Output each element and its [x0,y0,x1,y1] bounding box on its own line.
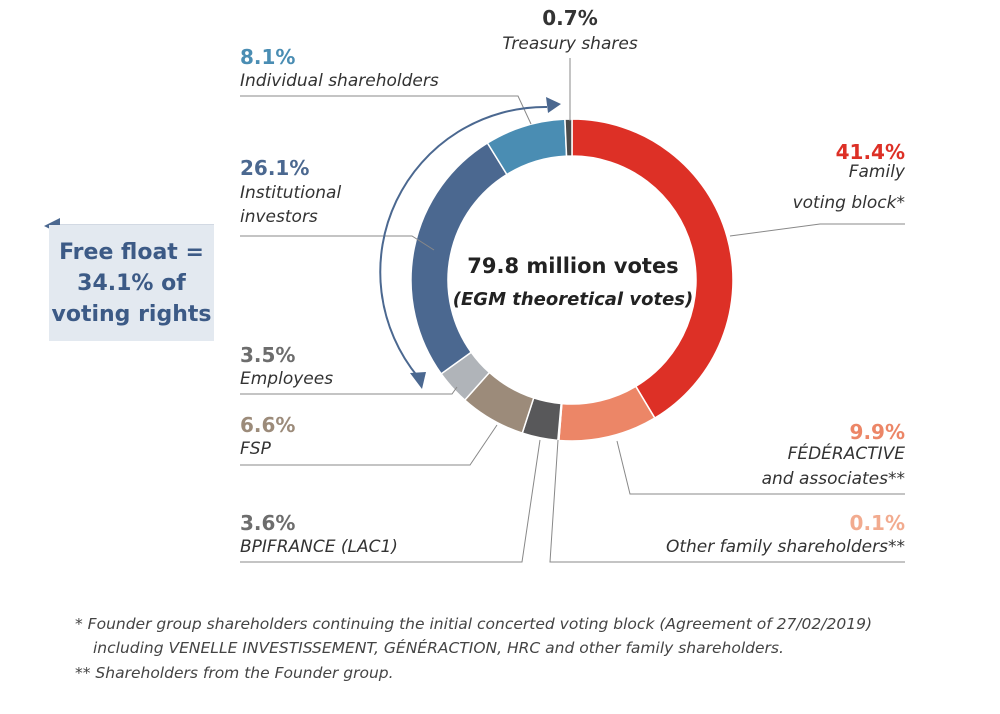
label-institutional-pct: 26.1% [240,156,310,180]
label-family-pct: 41.4% [835,140,905,164]
label-bpi-line1: BPIFRANCE (LAC1) [240,537,398,557]
center-title: 79.8 million votes [467,254,679,278]
label-fsp-pct: 6.6% [240,413,296,437]
donut-segment-1 [558,385,656,442]
label-other-family-pct: 0.1% [849,511,905,535]
donut-segments [410,118,734,442]
free-float-arc [379,97,561,389]
donut-segment-8 [564,118,573,157]
label-family-line2: voting block* [792,193,905,213]
leader-lines [240,58,905,563]
leader-line-institutional [240,235,435,251]
label-federactive-pct: 9.9% [849,420,905,444]
free-float-arc-line [379,105,548,378]
footnote-1: * Founder group shareholders continuing … [75,615,872,633]
label-treasury-pct: 0.7% [542,6,598,30]
label-individual-pct: 8.1% [240,45,296,69]
label-individual-line1: Individual shareholders [240,71,439,91]
label-treasury-line1: Treasury shares [502,34,638,54]
leader-line-individual [240,95,532,125]
leader-line-fsp [240,424,498,466]
label-institutional-line2: investors [240,207,318,227]
free-float-box: Free float = 34.1% of voting rights [49,225,214,341]
label-fsp-line1: FSP [240,439,271,459]
footnote-2: including VENELLE INVESTISSEMENT, GÉNÉRA… [93,639,784,657]
leader-line-employees [240,386,458,395]
arc-arrowhead-bottom [410,372,426,389]
label-institutional-line1: Institutional [240,183,342,203]
footnote-3: ** Shareholders from the Founder group. [75,664,394,682]
leader-line-federactive [616,440,905,495]
leader-line-other-family [549,439,905,563]
leader-line-bpi [240,439,541,563]
label-bpi-pct: 3.6% [240,511,296,535]
donut-segment-0 [571,118,734,420]
label-federactive-line1: FÉDÉRACTIVE [787,444,905,464]
label-federactive-line2: and associates** [761,469,905,489]
arc-arrowhead-top [546,97,561,113]
leader-line-family [729,223,905,237]
label-employees-line1: Employees [240,369,334,389]
label-other-family-line1: Other family shareholders** [665,537,905,557]
label-employees-pct: 3.5% [240,343,296,367]
label-family-line1: Family [848,162,905,182]
free-float-text: Free float = 34.1% of voting rights [51,239,212,327]
center-subtitle: (EGM theoretical votes) [452,289,694,310]
